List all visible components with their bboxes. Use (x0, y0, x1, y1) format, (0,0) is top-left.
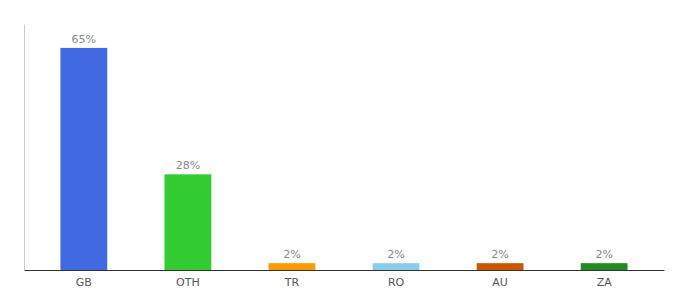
x-tick: TR (284, 270, 300, 289)
data-label: 2% (595, 248, 612, 261)
bar (60, 48, 107, 270)
bar (164, 174, 211, 270)
bar (373, 263, 420, 270)
x-tick-label: RO (388, 276, 405, 289)
x-tick-label: ZA (597, 276, 613, 289)
chart-container: GB OTH TR RO AU ZA 65% 28% 2% 2% 2% 2% (0, 0, 680, 300)
x-tick: OTH (176, 270, 200, 289)
x-tick: ZA (597, 270, 613, 289)
x-tick-label: TR (284, 276, 300, 289)
bar (269, 263, 316, 270)
data-label: 28% (176, 159, 200, 172)
x-tick: GB (76, 270, 92, 289)
x-tick: AU (492, 270, 508, 289)
y-axis-line (24, 25, 25, 271)
x-axis-line (25, 270, 665, 271)
x-tick-label: AU (492, 276, 508, 289)
x-axis: GB OTH TR RO AU ZA (25, 270, 665, 289)
bar (477, 263, 524, 270)
bars (60, 48, 627, 270)
data-label: 65% (72, 33, 96, 46)
chart-svg: GB OTH TR RO AU ZA 65% 28% 2% 2% 2% 2% (0, 0, 680, 300)
data-labels: 65% 28% 2% 2% 2% 2% (72, 33, 613, 261)
data-label: 2% (387, 248, 404, 261)
x-tick: RO (388, 270, 405, 289)
data-label: 2% (491, 248, 508, 261)
data-label: 2% (283, 248, 300, 261)
x-tick-label: GB (76, 276, 92, 289)
plot-area: GB OTH TR RO AU ZA 65% 28% 2% 2% 2% 2% (25, 25, 665, 289)
y-axis (24, 25, 25, 271)
x-tick-label: OTH (176, 276, 200, 289)
bar (581, 263, 628, 270)
